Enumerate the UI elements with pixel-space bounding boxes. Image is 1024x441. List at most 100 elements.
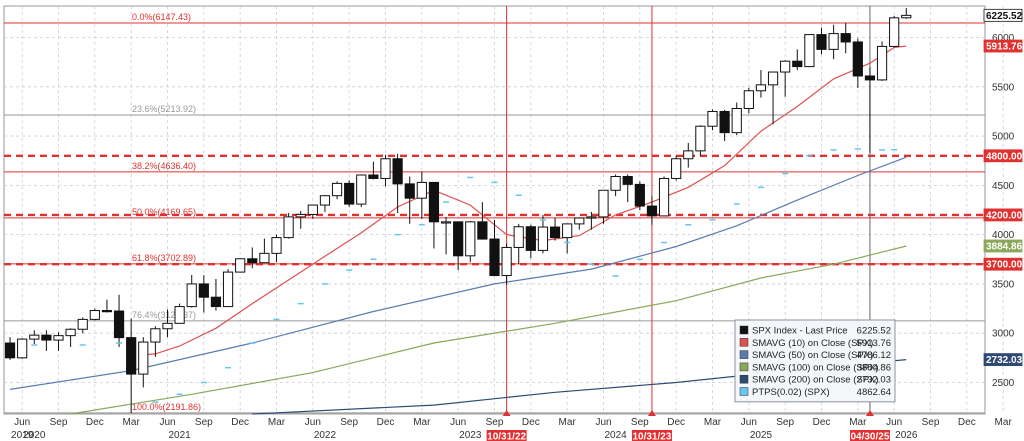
price-badge bbox=[983, 149, 1023, 163]
candle-body bbox=[41, 334, 52, 341]
x-tick-month: Mar bbox=[704, 417, 722, 428]
date-marker-badge bbox=[849, 430, 890, 441]
y-tick-label: 4000 bbox=[992, 230, 1015, 241]
x-tick-month: Dec bbox=[667, 417, 685, 428]
price-badge-label: 3884.86 bbox=[986, 241, 1023, 252]
candle-body bbox=[816, 34, 827, 50]
candle-body bbox=[804, 34, 815, 68]
candle-body bbox=[126, 337, 137, 375]
date-marker-arrow bbox=[502, 410, 511, 416]
legend-swatch bbox=[739, 374, 749, 384]
y-tick-label: 3000 bbox=[992, 329, 1015, 340]
x-tick-year: 2021 bbox=[168, 430, 191, 441]
price-badge bbox=[983, 239, 1023, 253]
candle-body bbox=[864, 75, 876, 81]
candle-body bbox=[344, 182, 355, 205]
x-tick-month: Jun bbox=[741, 417, 757, 428]
candle-body bbox=[428, 181, 440, 223]
legend-swatch bbox=[739, 325, 749, 335]
legend-series-value: 4786.12 bbox=[857, 350, 891, 361]
candle-body bbox=[731, 107, 742, 134]
candle-body bbox=[622, 175, 633, 185]
candle-body bbox=[113, 310, 125, 339]
legend-series-value: 3884.86 bbox=[857, 362, 891, 373]
y-tick-label: 3500 bbox=[992, 279, 1015, 290]
legend-series-value: 2732.03 bbox=[857, 375, 891, 386]
x-tick-month: Jun bbox=[450, 417, 466, 428]
price-badge-label: 6225.52 bbox=[986, 11, 1023, 22]
legend-box bbox=[734, 319, 896, 403]
candle-body bbox=[222, 271, 234, 308]
price-badge-label: 4800.00 bbox=[986, 151, 1023, 162]
candle-body bbox=[356, 174, 367, 205]
fib-level-label: 76.4%(3125.37) bbox=[132, 310, 196, 320]
candle-body bbox=[525, 226, 536, 251]
candle-body bbox=[283, 216, 294, 239]
candle-body bbox=[4, 342, 16, 359]
candle-body bbox=[186, 283, 197, 308]
fib-level-label: 0.0%(6147.43) bbox=[132, 12, 191, 22]
x-tick-year: 2020 bbox=[23, 430, 46, 441]
x-tick-month: Dec bbox=[813, 417, 831, 428]
x-tick-month: Sep bbox=[922, 417, 940, 428]
sma-50-line bbox=[10, 156, 907, 390]
x-tick-month: Sep bbox=[486, 417, 504, 428]
x-tick-month: Mar bbox=[849, 417, 867, 428]
sma-100-line bbox=[70, 245, 907, 415]
candle-body bbox=[634, 183, 645, 207]
candle-body bbox=[707, 110, 718, 127]
candle-body bbox=[792, 60, 803, 68]
x-tick-month: Sep bbox=[50, 417, 68, 428]
x-tick-month: Jun bbox=[595, 417, 611, 428]
date-marker-badge bbox=[631, 430, 672, 441]
candle-body bbox=[29, 334, 40, 340]
candle-body bbox=[767, 71, 779, 86]
x-tick-month: Mar bbox=[995, 417, 1013, 428]
candle-body bbox=[501, 246, 512, 277]
x-tick-month: Dec bbox=[231, 417, 249, 428]
candle-body bbox=[610, 175, 621, 191]
date-marker-label: 04/30/25 bbox=[850, 432, 889, 441]
date-marker-label: 10/31/23 bbox=[632, 432, 671, 441]
candle-body bbox=[537, 226, 549, 251]
candle-body bbox=[489, 238, 500, 277]
candle-body bbox=[65, 328, 76, 337]
candle-body bbox=[901, 14, 912, 19]
x-tick-month: Jun bbox=[886, 417, 902, 428]
x-tick-month: Dec bbox=[86, 417, 104, 428]
x-tick-month: Mar bbox=[123, 417, 141, 428]
legend-series-name: SPX Index - Last Price bbox=[752, 326, 848, 337]
y-tick-label: 5500 bbox=[992, 82, 1015, 93]
x-tick-year: 2023 bbox=[459, 430, 482, 441]
price-badge-label: 5913.76 bbox=[986, 42, 1023, 53]
candle-body bbox=[150, 328, 161, 343]
candle-body bbox=[380, 158, 391, 179]
candle-body bbox=[646, 205, 658, 217]
candle-body bbox=[828, 33, 839, 50]
legend-swatch bbox=[739, 387, 749, 396]
date-marker-arrow bbox=[647, 410, 656, 416]
x-tick-month: Mar bbox=[413, 417, 431, 428]
candle-body bbox=[453, 221, 464, 257]
candle-body bbox=[89, 310, 100, 320]
price-badge-label: 4200.00 bbox=[986, 210, 1023, 221]
candle-body bbox=[465, 221, 476, 257]
x-tick-month: Dec bbox=[958, 417, 976, 428]
candle-body bbox=[368, 174, 379, 179]
price-badge bbox=[983, 257, 1023, 271]
candle-body bbox=[77, 318, 88, 330]
legend-series-value: 4862.64 bbox=[857, 387, 891, 398]
x-tick-month: Sep bbox=[776, 417, 794, 428]
candle-body bbox=[598, 189, 609, 218]
x-tick-month: Sep bbox=[195, 417, 213, 428]
candle-body bbox=[331, 182, 343, 197]
price-badge bbox=[983, 39, 1023, 53]
date-marker-label: 10/31/22 bbox=[487, 432, 526, 441]
x-tick-month: Dec bbox=[522, 417, 540, 428]
x-tick-month: Jun bbox=[159, 417, 175, 428]
y-tick-label: 5000 bbox=[992, 132, 1015, 143]
candle-body bbox=[780, 60, 791, 73]
candle-body bbox=[235, 258, 246, 273]
